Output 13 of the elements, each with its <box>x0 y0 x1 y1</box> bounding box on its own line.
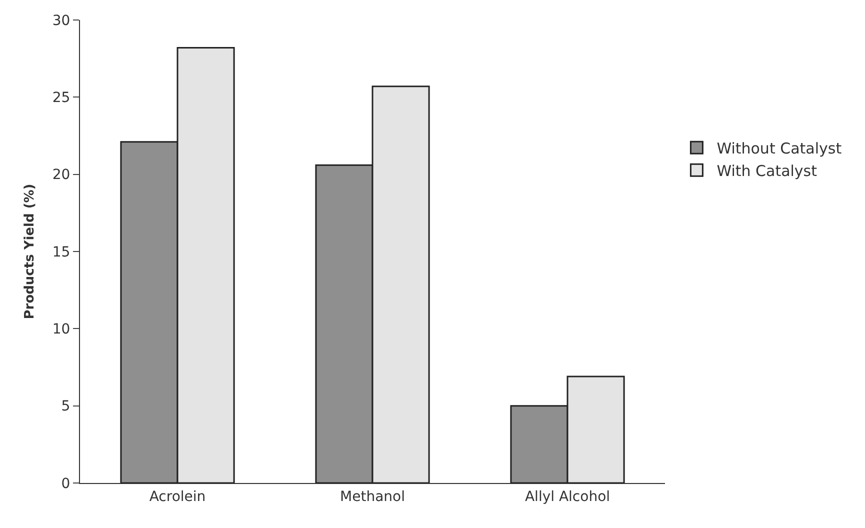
y-tick-label: 30 <box>52 12 70 29</box>
x-tick-label: Methanol <box>340 488 405 505</box>
y-tick-label: 0 <box>61 476 70 492</box>
legend-label: With Catalyst <box>716 162 818 180</box>
y-tick-label: 25 <box>52 90 70 106</box>
x-tick-label: Acrolein <box>149 488 206 505</box>
legend-label: Without Catalyst <box>716 140 842 158</box>
x-tick-label: Allyl Alcohol <box>524 488 610 505</box>
y-tick-label: 20 <box>52 167 70 184</box>
y-tick-label: 5 <box>61 398 70 415</box>
y-tick-label: 10 <box>52 322 70 338</box>
y-axis-title: Products Yield (%) <box>22 184 38 320</box>
y-tick-label: 15 <box>52 244 70 260</box>
